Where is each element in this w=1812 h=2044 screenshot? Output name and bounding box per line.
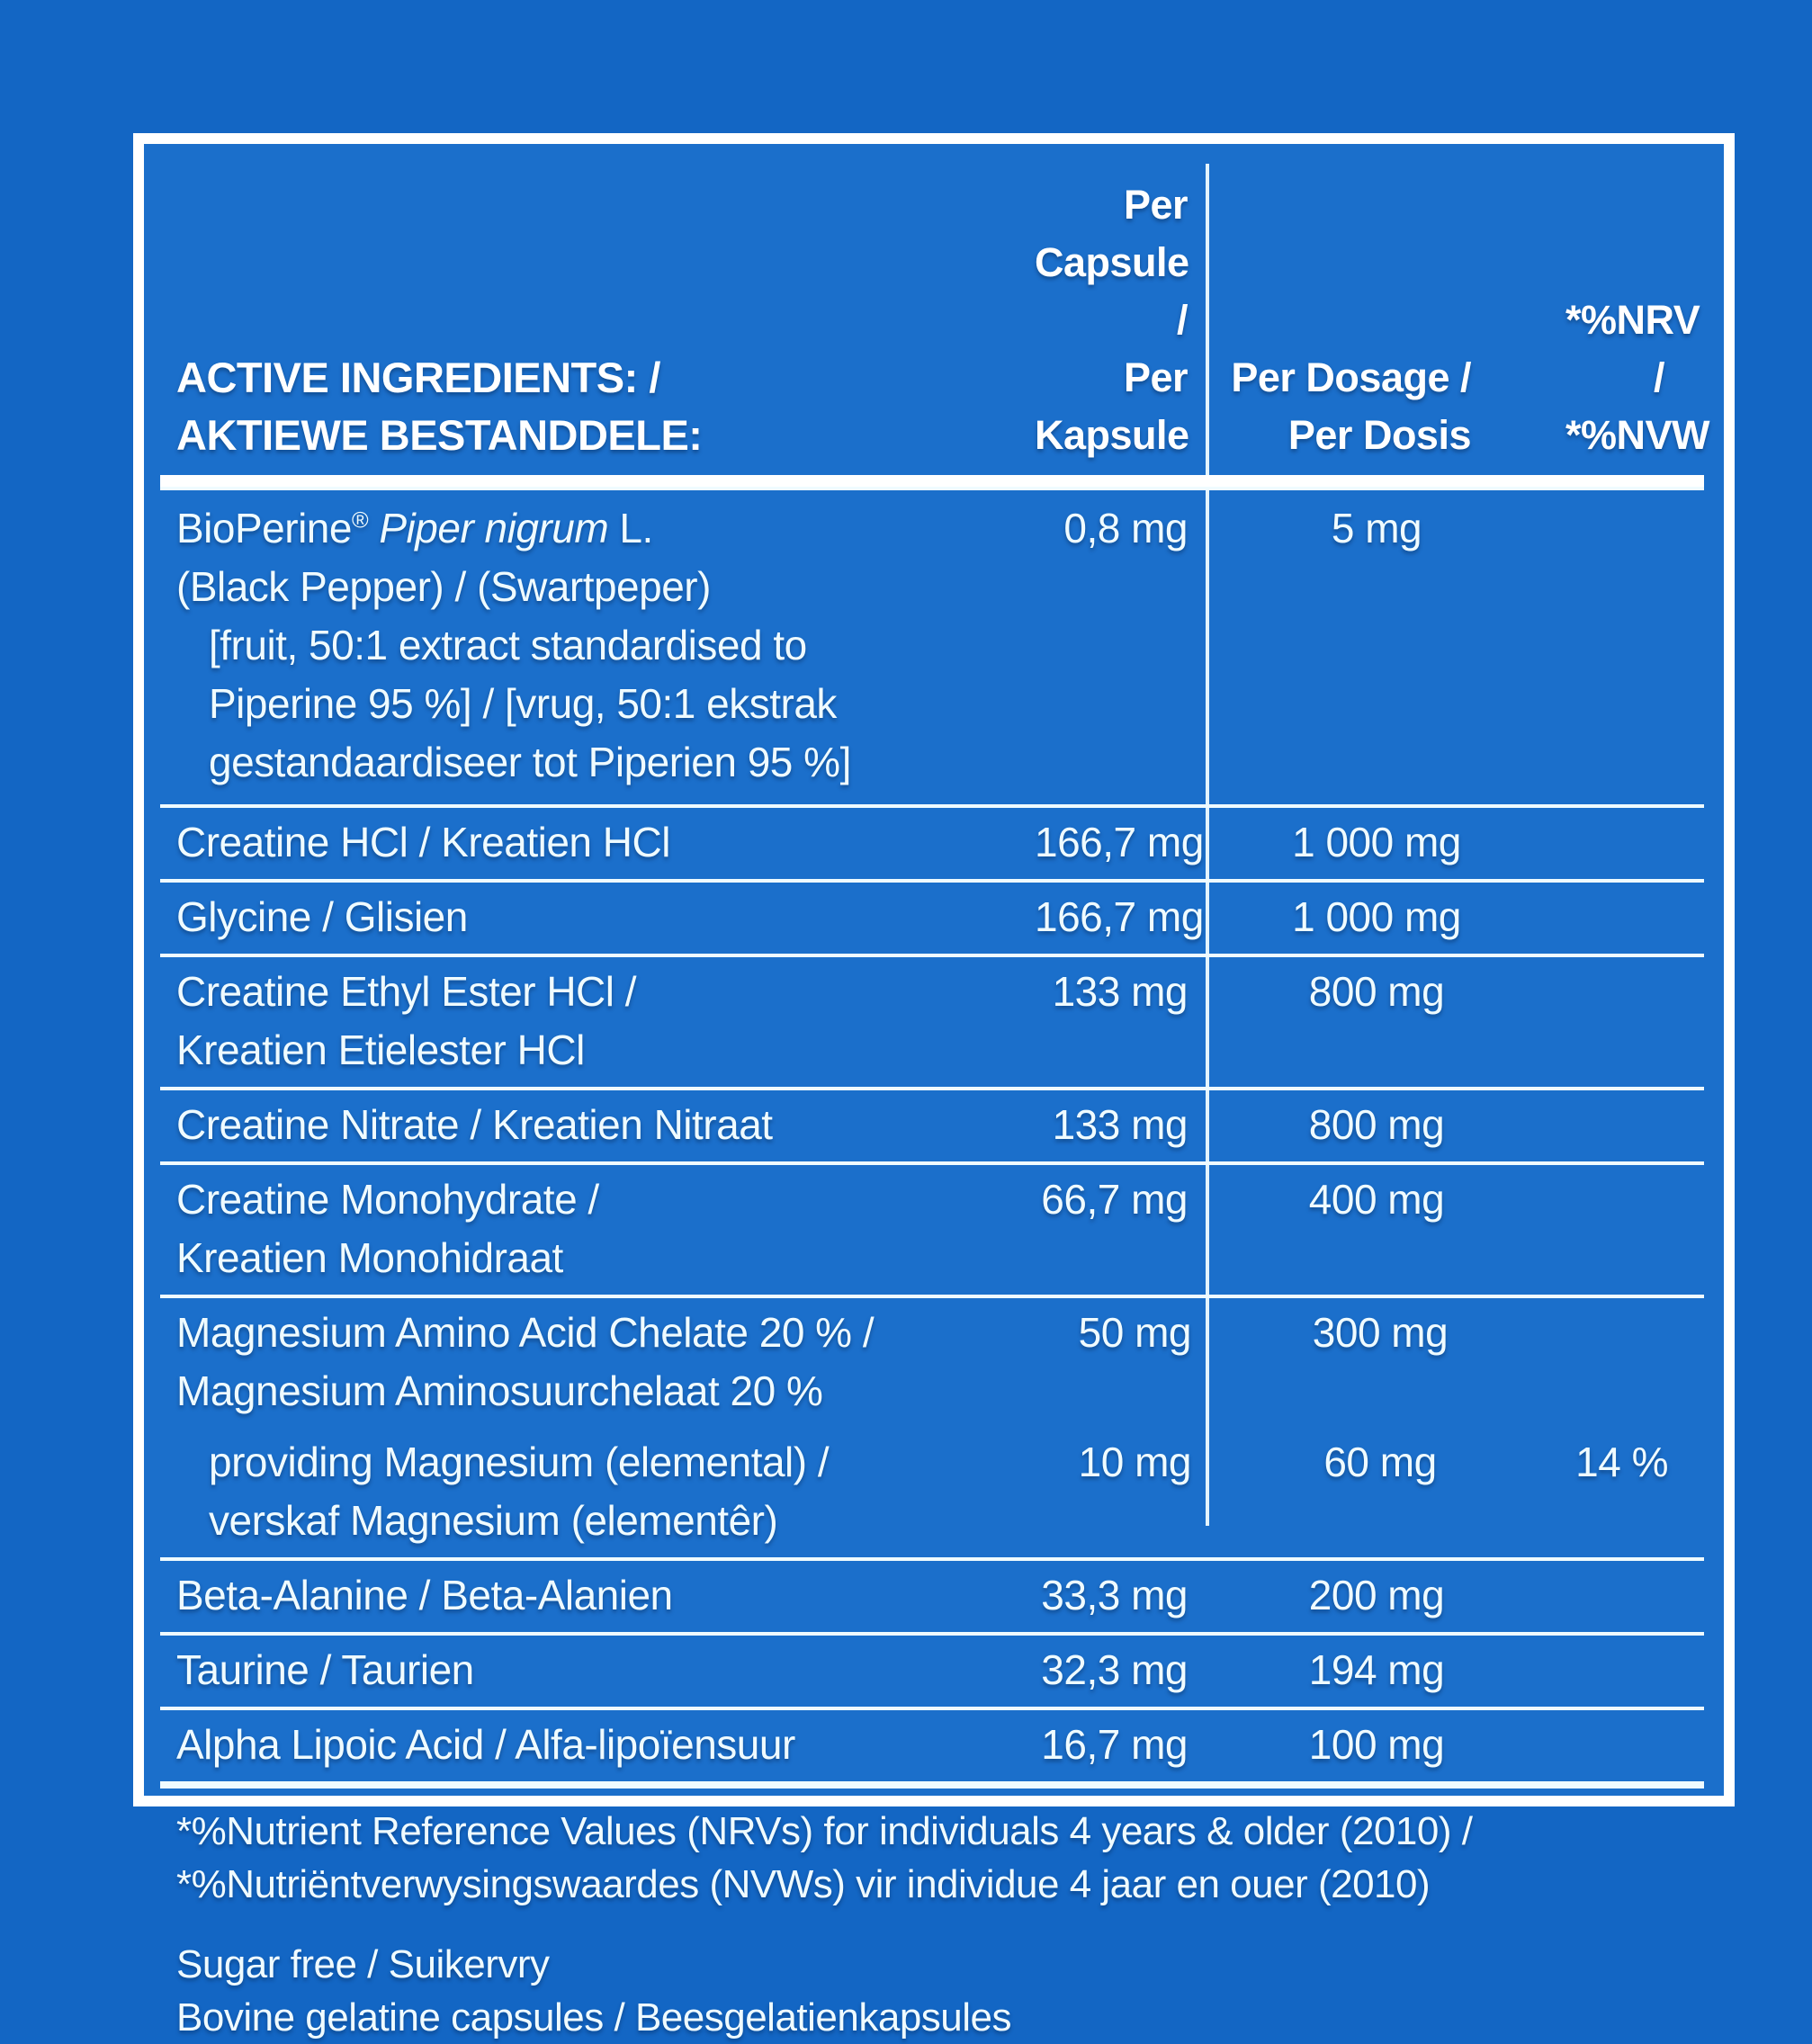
header-active-ingredients: ACTIVE INGREDIENTS: / AKTIEWE BESTANDDEL…	[176, 354, 703, 459]
per-dosage-value: 400 mg	[1308, 1176, 1445, 1223]
table-subrow-magnesium-elemental: providing Magnesium (elemental) / verska…	[176, 1433, 1704, 1550]
header-per-capsule: Per Capsule / Per Kapsule	[1035, 182, 1189, 458]
per-capsule-value: 0,8 mg	[1063, 505, 1188, 551]
table-bottom-divider	[160, 1781, 1704, 1788]
table-row-glycine: Glycine / Glisien 166,7 mg 1 000 mg	[160, 879, 1704, 954]
per-capsule-value: 66,7 mg	[1041, 1176, 1188, 1223]
ingredient-name: Magnesium Amino Acid Chelate 20 % / Magn…	[176, 1309, 875, 1414]
per-dosage-value: 60 mg	[1323, 1439, 1437, 1485]
nrv-footnote: *%Nutrient Reference Values (NRVs) for i…	[176, 1809, 1473, 1906]
per-dosage-value: 194 mg	[1308, 1646, 1445, 1693]
per-dosage-value: 1 000 mg	[1292, 819, 1461, 865]
per-capsule-value: 32,3 mg	[1041, 1646, 1188, 1693]
ingredient-name: BioPerine® Piper nigrum L. (Black Pepper…	[176, 505, 851, 785]
ingredient-name: Taurine / Taurien	[176, 1646, 474, 1693]
nrv-value: 14 %	[1575, 1439, 1668, 1485]
ingredient-name: Glycine / Glisien	[176, 893, 468, 940]
per-capsule-value: 166,7 mg	[1035, 893, 1204, 940]
ingredient-name: Creatine Monohydrate / Kreatien Monohidr…	[176, 1176, 599, 1281]
capsule-type-note: Bovine gelatine capsules / Beesgelatienk…	[176, 1995, 1012, 2040]
ingredient-name: providing Magnesium (elemental) / verska…	[209, 1439, 830, 1544]
sugar-free-note: Sugar free / Suikervry	[176, 1942, 550, 1986]
per-capsule-value: 10 mg	[1078, 1439, 1192, 1485]
table-row-beta-alanine: Beta-Alanine / Beta-Alanien 33,3 mg 200 …	[160, 1557, 1704, 1632]
header-per-dosage: Per Dosage / Per Dosis	[1231, 354, 1471, 458]
header-nrv: *%NRV / *%NVW	[1565, 297, 1710, 458]
registered-trademark-symbol: ®	[351, 507, 369, 533]
per-capsule-value: 166,7 mg	[1035, 819, 1204, 865]
per-dosage-value: 1 000 mg	[1292, 893, 1461, 940]
per-capsule-value: 16,7 mg	[1041, 1721, 1188, 1768]
per-capsule-value: 33,3 mg	[1041, 1572, 1188, 1618]
nrv-value	[1569, 1304, 1704, 1421]
per-dosage-value: 800 mg	[1308, 968, 1445, 1015]
table-row-taurine: Taurine / Taurien 32,3 mg 194 mg	[160, 1632, 1704, 1707]
table-row-bioperine: BioPerine® Piper nigrum L. (Black Pepper…	[160, 487, 1704, 804]
per-dosage-value: 300 mg	[1312, 1309, 1449, 1356]
per-capsule-value: 133 mg	[1052, 968, 1189, 1015]
column-separator	[1206, 164, 1209, 1526]
footnotes: *%Nutrient Reference Values (NRVs) for i…	[160, 1788, 1704, 2044]
table-row-creatine-ethyl-ester: Creatine Ethyl Ester HCl / Kreatien Etie…	[160, 954, 1704, 1087]
table-row-creatine-monohydrate: Creatine Monohydrate / Kreatien Monohidr…	[160, 1161, 1704, 1295]
per-dosage-value: 5 mg	[1331, 505, 1422, 551]
table-row-alpha-lipoic-acid: Alpha Lipoic Acid / Alfa-lipoïensuur 16,…	[160, 1707, 1704, 1781]
ingredient-name: Creatine Ethyl Ester HCl / Kreatien Etie…	[176, 968, 637, 1073]
per-capsule-value: 50 mg	[1078, 1309, 1192, 1356]
table-row-creatine-nitrate: Creatine Nitrate / Kreatien Nitraat 133 …	[160, 1087, 1704, 1161]
per-dosage-value: 800 mg	[1308, 1101, 1445, 1148]
per-dosage-value: 100 mg	[1308, 1721, 1445, 1768]
per-dosage-value: 200 mg	[1308, 1572, 1445, 1618]
header-divider-bar	[160, 475, 1704, 487]
table-header: ACTIVE INGREDIENTS: / AKTIEWE BESTANDDEL…	[160, 144, 1710, 464]
table-row-magnesium-chelate: Magnesium Amino Acid Chelate 20 % / Magn…	[160, 1295, 1704, 1557]
ingredient-name: Creatine HCl / Kreatien HCl	[176, 819, 670, 865]
per-capsule-value: 133 mg	[1052, 1101, 1189, 1148]
table-row-creatine-hcl: Creatine HCl / Kreatien HCl 166,7 mg 1 0…	[160, 804, 1704, 879]
ingredients-panel: ACTIVE INGREDIENTS: / AKTIEWE BESTANDDEL…	[133, 133, 1735, 2040]
ingredient-name: Beta-Alanine / Beta-Alanien	[176, 1572, 673, 1618]
ingredient-name: Creatine Nitrate / Kreatien Nitraat	[176, 1101, 773, 1148]
ingredient-name: Alpha Lipoic Acid / Alfa-lipoïensuur	[176, 1721, 795, 1768]
